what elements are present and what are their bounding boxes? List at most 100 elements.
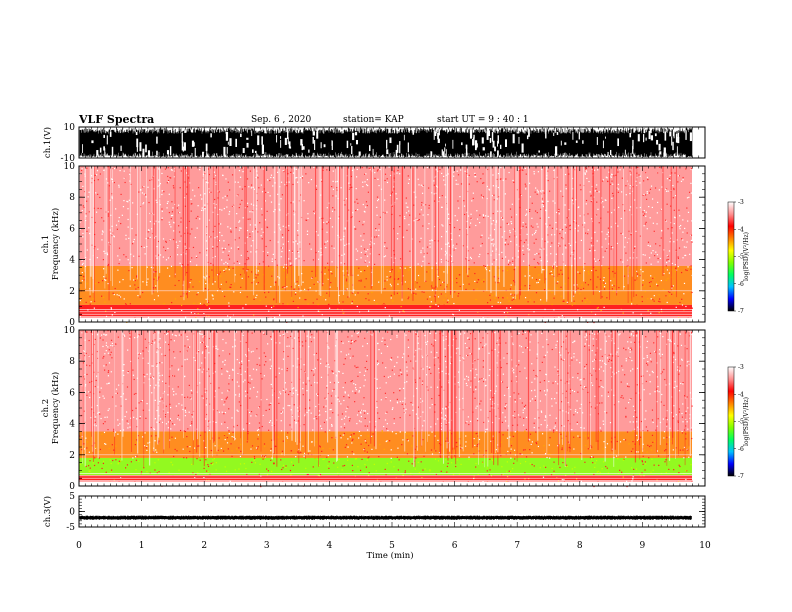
spectrogram-pixel <box>573 340 575 343</box>
spectrogram-pixel <box>678 226 681 228</box>
spectrogram-pixel <box>176 247 179 249</box>
spectrogram-pixel <box>325 419 328 421</box>
spectrogram-pixel <box>443 304 445 306</box>
spectrogram-pixel <box>228 288 230 290</box>
spectrogram-pixel <box>245 354 247 356</box>
spectrogram-pixel <box>685 479 687 481</box>
spectrogram-pixel <box>158 168 160 170</box>
spectrogram-pixel <box>297 358 299 360</box>
spectrogram-pixel <box>426 252 428 254</box>
spectrogram-pixel <box>169 418 171 420</box>
spectrogram-pixel <box>445 373 447 375</box>
spectrogram-pixel <box>113 181 116 184</box>
spectrogram-pixel <box>385 397 387 399</box>
spectrogram-pixel <box>164 249 167 252</box>
spectrogram-pixel <box>462 283 464 286</box>
spectrogram-pixel <box>214 225 216 227</box>
spectrogram-pixel <box>329 286 331 288</box>
spectrogram-pixel <box>366 331 368 333</box>
spectrogram-pixel <box>290 263 292 265</box>
spectrogram-pixel <box>497 301 499 303</box>
spectrogram-pixel <box>115 224 118 226</box>
spectrogram-pixel <box>166 267 169 269</box>
spectrogram-pixel <box>623 275 626 277</box>
waveform-gap <box>103 146 105 151</box>
spectrogram-pixel <box>485 215 487 217</box>
spectrogram-pixel <box>645 463 647 465</box>
spectrogram-pixel <box>193 357 195 359</box>
spectrogram-pixel <box>347 283 350 285</box>
spectrogram-pixel <box>254 228 257 230</box>
waveform-gap <box>512 134 515 144</box>
spectrogram-pixel <box>452 314 455 316</box>
spectrogram-pixel <box>143 467 145 469</box>
spectrogram-pixel <box>500 217 503 219</box>
spectrogram-pixel <box>319 281 321 283</box>
spectrogram-pixel <box>529 285 531 287</box>
spectrogram-pixel <box>345 415 347 417</box>
spectrogram-pixel <box>581 284 583 286</box>
spectrogram-pixel <box>428 434 430 436</box>
spectrogram-pixel <box>404 281 406 283</box>
spectrogram-pixel <box>246 206 249 208</box>
spectrogram-pixel <box>647 444 649 446</box>
spectrogram-pixel <box>144 338 147 340</box>
spectrogram-pixel <box>376 387 378 389</box>
spectrogram-pixel <box>122 279 124 281</box>
waveform-gap <box>575 140 578 143</box>
spectrogram-pixel <box>401 373 403 375</box>
spectrogram-pixel <box>450 453 452 455</box>
spectrogram-pixel <box>317 281 319 283</box>
spectrogram-pixel <box>644 223 647 225</box>
waveform-gap <box>139 142 142 152</box>
spectrogram-pixel <box>112 459 114 462</box>
spectrogram-pixel <box>102 339 104 341</box>
spectrogram-pixel <box>109 229 111 231</box>
spectrogram-pixel <box>163 333 166 335</box>
spectrogram-pixel <box>384 255 387 257</box>
spectrogram-pixel <box>123 374 125 376</box>
spectrogram-pixel <box>476 181 478 183</box>
spectrogram-pixel <box>100 417 102 420</box>
spectrogram-pixel <box>177 414 180 416</box>
spectrogram-pixel <box>87 196 89 198</box>
spectrogram-pixel <box>417 219 419 221</box>
spectrogram-pixel <box>442 225 444 227</box>
spectrogram-pixel <box>645 221 647 223</box>
spectrogram-pixel <box>269 239 271 242</box>
spectrogram-pixel <box>665 449 667 451</box>
spectrogram-pixel <box>623 458 625 460</box>
spectrogram-pixel <box>685 425 687 427</box>
spectrogram-pixel <box>458 207 460 209</box>
waveform-gap <box>465 147 467 157</box>
spectrogram-pixel <box>376 236 378 238</box>
spectrogram-pixel <box>230 247 232 249</box>
spectrogram-pixel <box>262 231 264 233</box>
spectrogram-pixel <box>206 275 208 277</box>
spectrogram-pixel <box>617 188 620 190</box>
spectrogram-pixel <box>150 435 153 437</box>
spectrogram-pixel <box>420 461 422 463</box>
waveform-gap <box>607 151 609 156</box>
spectrogram-pixel <box>632 330 634 333</box>
spectrogram-pixel <box>355 389 357 391</box>
spectrogram-pixel <box>686 470 688 472</box>
spectrogram-pixel <box>180 217 182 219</box>
spectrogram-pixel <box>657 455 660 457</box>
spectrogram-pixel <box>383 425 385 428</box>
spectrogram-pixel <box>378 229 380 231</box>
spectrogram-pixel <box>79 359 81 361</box>
spectrogram-pixel <box>365 360 368 363</box>
spectrogram-pixel <box>367 191 369 193</box>
spectrogram-pixel <box>257 274 259 276</box>
spectrogram-pixel <box>192 472 194 474</box>
waveform-gap <box>301 143 304 151</box>
spectrogram-pixel <box>268 265 270 267</box>
spectrogram-pixel <box>246 202 249 204</box>
spectrogram-pixel <box>153 276 155 278</box>
waveform-gap <box>643 134 645 143</box>
spectrogram-pixel <box>170 256 172 258</box>
spectrogram-pixel <box>565 188 567 190</box>
spectrogram-pixel <box>230 231 232 233</box>
spectrogram-pixel <box>436 386 439 388</box>
